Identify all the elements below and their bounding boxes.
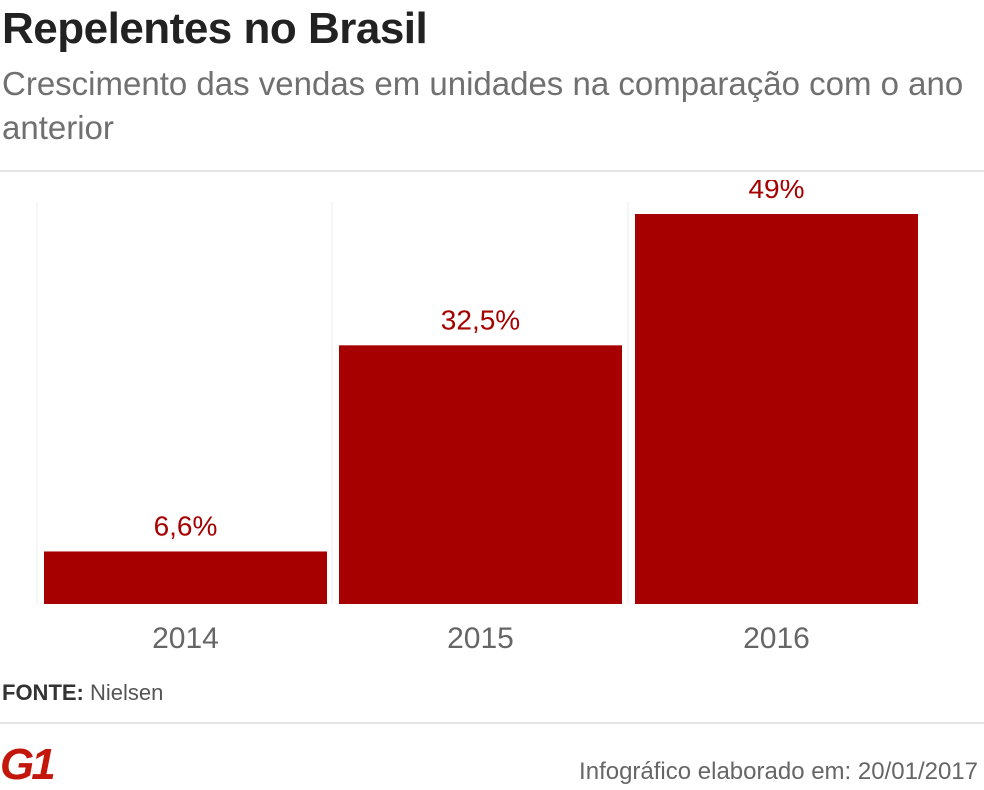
data-label-2014: 6,6% [154, 510, 218, 541]
source-value: Nielsen [90, 680, 164, 705]
data-label-2015: 32,5% [441, 304, 520, 335]
bottom-divider [0, 722, 984, 724]
footer-credit: Infográfico elaborado em: 20/01/2017 [579, 758, 978, 785]
bar-2016 [635, 214, 918, 604]
g1-logo: G1 [0, 742, 57, 784]
x-tick-label-2016: 2016 [743, 622, 810, 655]
bar-chart: 6,6% 2014 32,5% 2015 49% 2016 [36, 180, 918, 655]
g1-logo-text: G1 [0, 742, 54, 784]
top-divider [0, 170, 984, 172]
x-tick-label-2014: 2014 [152, 622, 219, 655]
x-tick-label-2015: 2015 [447, 622, 514, 655]
data-label-2016: 49% [748, 180, 804, 204]
chart-title: Repelentes no Brasil [2, 4, 428, 53]
bar-2015 [339, 345, 622, 604]
bar-2014 [44, 551, 327, 604]
source-label: FONTE: [2, 680, 84, 705]
chart-subtitle: Crescimento das vendas em unidades na co… [2, 65, 964, 146]
source-note: FONTE: Nielsen [2, 680, 163, 706]
